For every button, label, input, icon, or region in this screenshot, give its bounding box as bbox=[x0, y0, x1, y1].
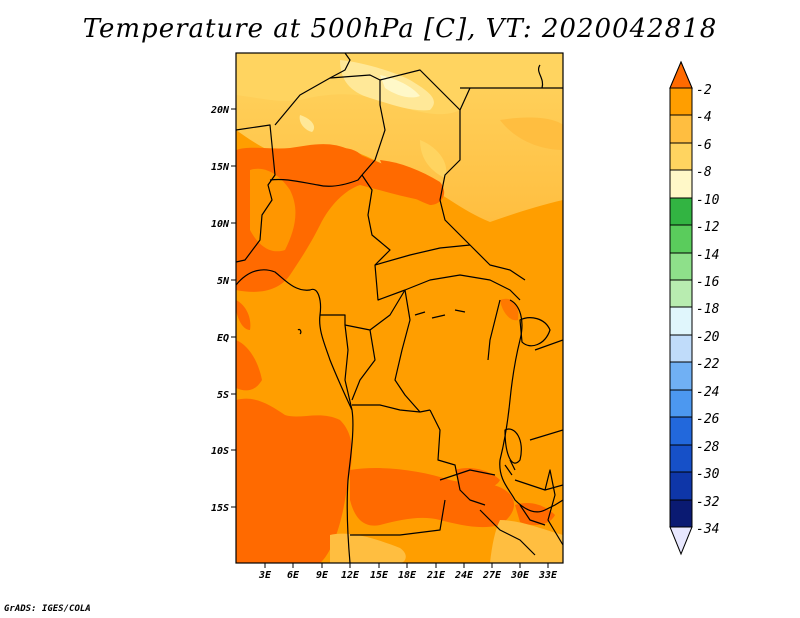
latitude-axis: 20N 15N 10N 5N EQ 5S 10S 15S bbox=[210, 105, 236, 514]
longitude-axis: 3E 6E 9E 12E 15E 18E 21E 24E 27E 30E 33E bbox=[258, 563, 558, 581]
colorbar-label: -24 bbox=[696, 385, 719, 400]
colorbar-label: -18 bbox=[696, 302, 720, 317]
colorbar-labels: -2 -4 -6 -8 -10 -12 -14 -16 -18 -20 -22 … bbox=[696, 83, 720, 537]
lon-tick-24e: 24E bbox=[454, 563, 474, 581]
colorbar-label: -10 bbox=[696, 193, 720, 208]
lon-label-9e: 9E bbox=[316, 570, 329, 581]
temperature-field bbox=[236, 53, 563, 563]
country-borders bbox=[236, 53, 563, 563]
colorbar-label: -6 bbox=[696, 138, 712, 153]
lon-tick-27e: 27E bbox=[482, 563, 502, 581]
lon-label-30e: 30E bbox=[510, 570, 530, 581]
lon-tick-21e: 21E bbox=[426, 563, 446, 581]
sahel-hot-region bbox=[236, 144, 435, 292]
colorbar-label: -4 bbox=[696, 110, 712, 125]
lon-tick-30e: 30E bbox=[510, 563, 530, 581]
lat-label-10n: 10N bbox=[211, 219, 230, 230]
colorbar-label: -2 bbox=[696, 83, 712, 98]
lon-tick-3e: 3E bbox=[258, 563, 272, 581]
lat-label-5n: 5N bbox=[217, 276, 230, 287]
lon-label-15e: 15E bbox=[370, 570, 389, 581]
colorbar-label: -16 bbox=[696, 275, 720, 290]
lat-label-5s: 5S bbox=[217, 390, 229, 401]
lon-tick-6e: 6E bbox=[287, 563, 300, 581]
lon-label-3e: 3E bbox=[258, 570, 272, 581]
lat-tick-15n: 15N bbox=[211, 162, 236, 173]
colorbar-label: -12 bbox=[696, 220, 720, 235]
lon-label-24e: 24E bbox=[454, 570, 474, 581]
grads-credit: GrADS: IGES/COLA bbox=[4, 604, 91, 614]
colorbar-label: -26 bbox=[696, 412, 720, 427]
colorbar-label: -30 bbox=[696, 467, 720, 482]
lat-label-15s: 15S bbox=[211, 503, 229, 514]
colorbar-dark-blue-fix bbox=[669, 60, 693, 528]
colorbar-label: -14 bbox=[696, 248, 719, 263]
colorbar-label: -34 bbox=[696, 522, 719, 537]
map-frame bbox=[235, 52, 564, 564]
lon-label-18e: 18E bbox=[398, 570, 417, 581]
lat-label-20n: 20N bbox=[210, 105, 230, 116]
lat-label-eq: EQ bbox=[217, 333, 229, 344]
lon-tick-15e: 15E bbox=[370, 563, 389, 581]
lat-tick-20n: 20N bbox=[210, 105, 236, 116]
lon-label-6e: 6E bbox=[287, 570, 300, 581]
colorbar-label: -28 bbox=[696, 440, 720, 455]
lat-label-15n: 15N bbox=[211, 162, 230, 173]
lon-tick-9e: 9E bbox=[316, 563, 329, 581]
lon-label-27e: 27E bbox=[482, 570, 502, 581]
colorbar-label: -22 bbox=[696, 357, 720, 372]
lon-tick-18e: 18E bbox=[398, 563, 417, 581]
lat-tick-eq: EQ bbox=[217, 333, 236, 344]
colorbar-label: -20 bbox=[696, 330, 720, 345]
lon-tick-12e: 12E bbox=[341, 563, 360, 581]
colorbar-label: -32 bbox=[696, 495, 720, 510]
lat-label-10s: 10S bbox=[211, 446, 229, 457]
lon-tick-33e: 33E bbox=[538, 563, 558, 581]
lat-tick-5n: 5N bbox=[217, 276, 236, 287]
lat-tick-5s: 5S bbox=[217, 390, 236, 401]
colorbar-label: -8 bbox=[696, 165, 712, 180]
colorbar-bottom-arrow bbox=[669, 526, 693, 556]
lat-tick-10n: 10N bbox=[211, 219, 236, 230]
lat-tick-15s: 15S bbox=[211, 503, 236, 514]
map-title: Temperature at 500hPa [C], VT: 202004281… bbox=[82, 14, 718, 44]
lon-label-12e: 12E bbox=[341, 570, 360, 581]
southern-hot-region bbox=[236, 398, 352, 563]
lat-tick-10s: 10S bbox=[211, 446, 236, 457]
lon-label-21e: 21E bbox=[426, 570, 446, 581]
lon-label-33e: 33E bbox=[538, 570, 558, 581]
